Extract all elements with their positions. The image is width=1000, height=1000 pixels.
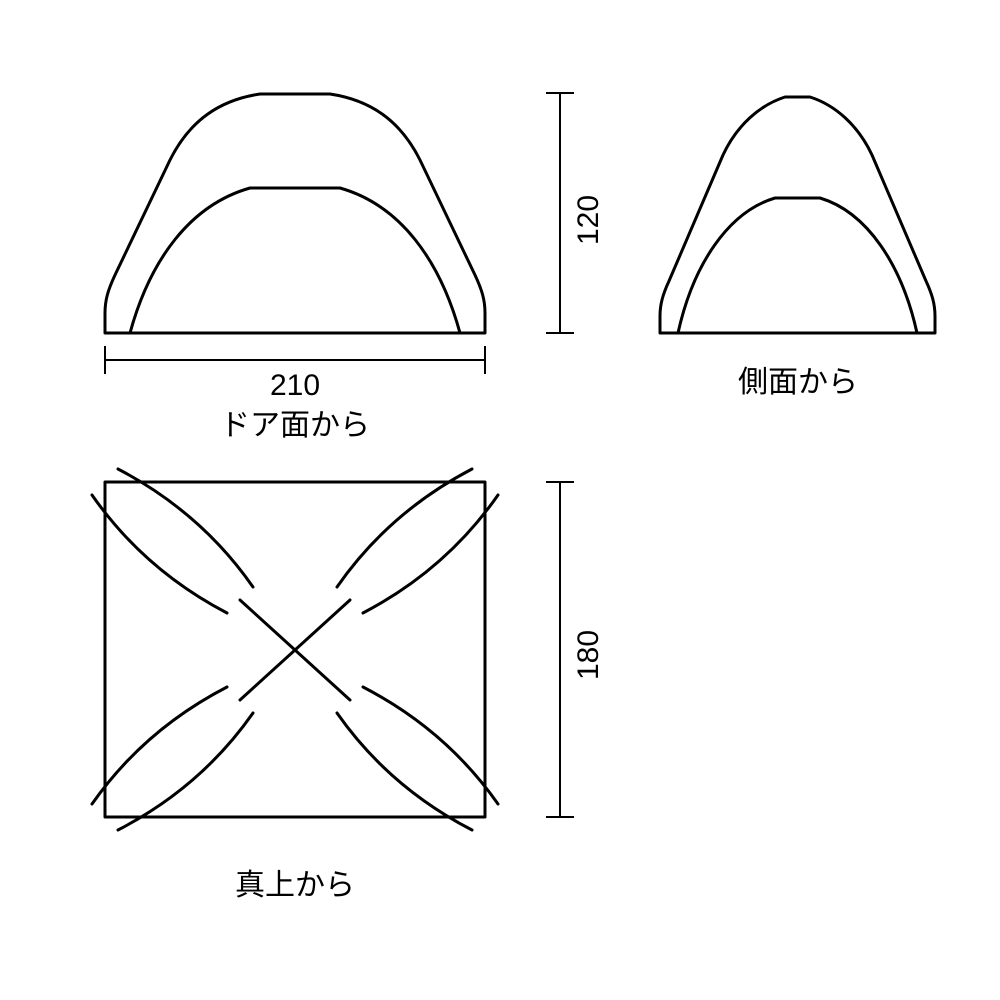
front-door-opening bbox=[130, 188, 460, 333]
tent-dimension-diagram: 210 120 ドア面から 側面から 180 真上から bbox=[0, 0, 1000, 1000]
side-outer-outline bbox=[660, 97, 935, 333]
top-view-label: 真上から bbox=[235, 869, 355, 902]
front-outer-outline bbox=[105, 94, 485, 333]
width-dimension-value: 210 bbox=[270, 369, 320, 402]
side-view: 側面から bbox=[660, 97, 935, 399]
top-pole-structure bbox=[92, 469, 498, 830]
top-view: 180 真上から bbox=[92, 469, 605, 902]
side-view-label: 側面から bbox=[738, 366, 858, 399]
depth-dimension-value: 180 bbox=[572, 630, 605, 680]
front-view: 210 120 ドア面から bbox=[105, 93, 605, 442]
depth-dimension-180 bbox=[546, 482, 574, 817]
height-dimension-value: 120 bbox=[572, 195, 605, 245]
side-opening bbox=[678, 198, 917, 333]
height-dimension-120 bbox=[546, 93, 574, 333]
front-view-label: ドア面から bbox=[220, 409, 370, 442]
